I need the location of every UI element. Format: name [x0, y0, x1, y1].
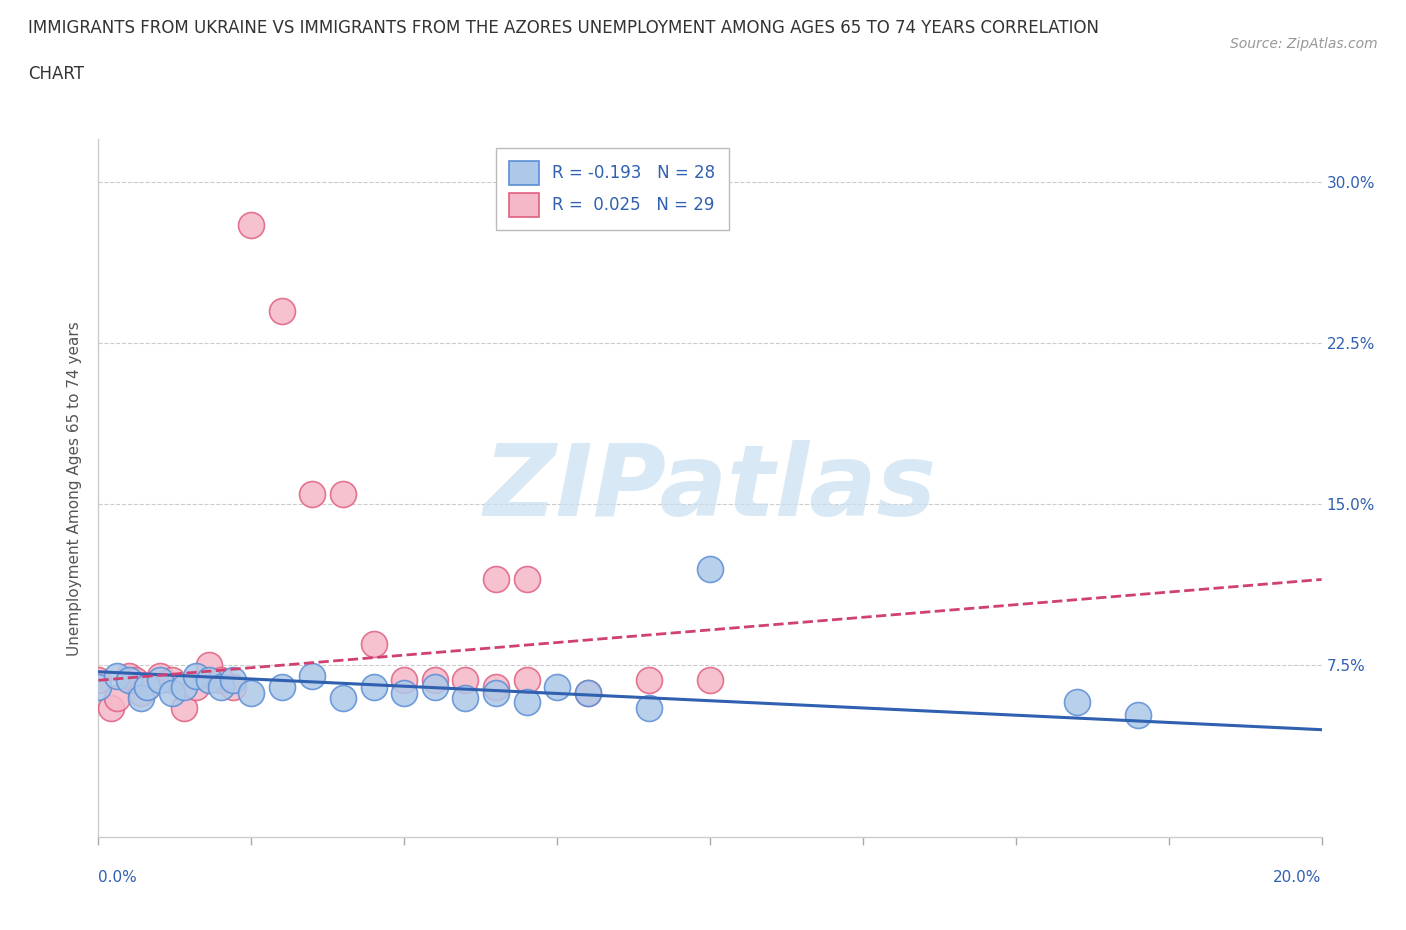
Point [149, 669, 172, 684]
Text: Source: ZipAtlas.com: Source: ZipAtlas.com [1230, 37, 1378, 51]
Point [209, 673, 232, 688]
Point [118, 669, 141, 684]
Point [485, 679, 508, 694]
Point [136, 679, 159, 694]
Point [105, 690, 128, 705]
Point [197, 673, 219, 688]
Point [136, 679, 159, 694]
Point [173, 701, 195, 716]
Point [186, 679, 208, 694]
Point [423, 679, 446, 694]
Point [124, 673, 146, 688]
Text: IMMIGRANTS FROM UKRAINE VS IMMIGRANTS FROM THE AZORES UNEMPLOYMENT AMONG AGES 65: IMMIGRANTS FROM UKRAINE VS IMMIGRANTS FR… [28, 19, 1099, 36]
Point [637, 701, 661, 716]
Point [197, 658, 219, 672]
Point [209, 679, 232, 694]
Point [270, 679, 292, 694]
Point [173, 679, 195, 694]
Point [699, 673, 721, 688]
Point [392, 685, 416, 700]
Point [516, 673, 538, 688]
Point [301, 486, 323, 501]
Point [516, 695, 538, 710]
Point [129, 690, 152, 705]
Point [149, 673, 172, 688]
Point [699, 562, 721, 577]
Point [332, 486, 354, 501]
Point [87, 679, 110, 694]
Point [1128, 707, 1150, 722]
Point [576, 685, 599, 700]
Point [485, 572, 508, 587]
Point [240, 685, 263, 700]
Point [118, 673, 141, 688]
Point [270, 304, 292, 319]
Text: ZIPatlas: ZIPatlas [484, 440, 936, 537]
Point [392, 673, 416, 688]
Text: 0.0%: 0.0% [98, 870, 138, 884]
Legend: R = -0.193   N = 28, R =  0.025   N = 29: R = -0.193 N = 28, R = 0.025 N = 29 [495, 148, 728, 230]
Point [100, 701, 122, 716]
Point [301, 669, 323, 684]
Point [240, 218, 263, 232]
Point [637, 673, 661, 688]
Point [454, 690, 477, 705]
Point [332, 690, 354, 705]
Point [485, 685, 508, 700]
Point [363, 679, 385, 694]
Point [363, 636, 385, 651]
Point [423, 673, 446, 688]
Point [1066, 695, 1088, 710]
Point [546, 679, 568, 694]
Point [222, 679, 245, 694]
Text: CHART: CHART [28, 65, 84, 83]
Point [160, 673, 183, 688]
Point [160, 685, 183, 700]
Point [454, 673, 477, 688]
Point [222, 673, 245, 688]
Point [576, 685, 599, 700]
Point [129, 685, 152, 700]
Point [105, 669, 128, 684]
Point [516, 572, 538, 587]
Point [186, 669, 208, 684]
Y-axis label: Unemployment Among Ages 65 to 74 years: Unemployment Among Ages 65 to 74 years [67, 321, 83, 656]
Point [87, 673, 110, 688]
Text: 20.0%: 20.0% [1274, 870, 1322, 884]
